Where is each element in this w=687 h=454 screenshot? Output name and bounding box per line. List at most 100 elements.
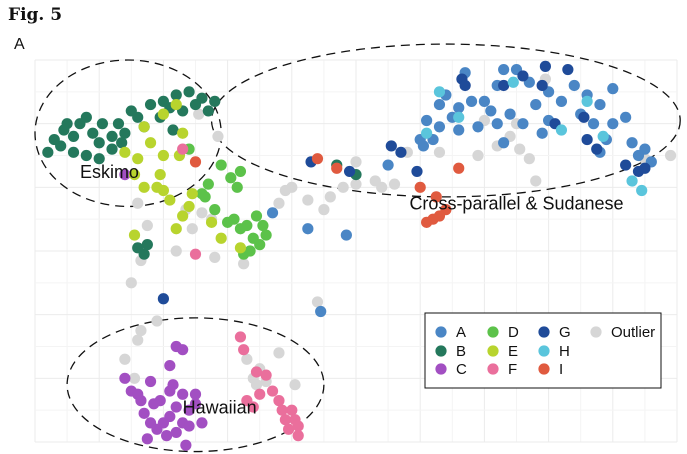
annotation-label: Hawaiian <box>183 397 257 417</box>
point-g <box>498 79 510 92</box>
point-b <box>119 127 131 139</box>
point-outlier <box>433 146 446 158</box>
point-a <box>433 121 446 133</box>
point-b <box>42 146 54 158</box>
point-b <box>80 149 92 162</box>
point-outlier <box>350 156 362 168</box>
point-d <box>215 159 227 171</box>
legend-label-f: F <box>508 361 517 378</box>
point-outlier <box>369 175 381 187</box>
legend-marker-a <box>435 326 447 338</box>
point-outlier <box>193 108 205 120</box>
point-a <box>607 118 619 130</box>
point-a <box>620 111 632 123</box>
point-b <box>93 137 105 149</box>
point-b <box>58 124 70 136</box>
point-g <box>411 165 423 178</box>
point-i <box>414 181 426 193</box>
point-outlier <box>241 353 253 365</box>
point-b <box>167 124 179 136</box>
point-outlier <box>311 296 324 308</box>
point-b <box>93 153 105 165</box>
point-e <box>157 108 169 120</box>
point-e <box>154 169 166 181</box>
point-outlier <box>388 178 401 190</box>
legend-label-outlier: Outlier <box>611 324 655 341</box>
point-c <box>138 407 150 419</box>
point-b <box>209 95 221 107</box>
point-d <box>260 229 272 241</box>
point-b <box>106 143 118 155</box>
point-a <box>536 127 548 139</box>
point-e <box>144 137 157 149</box>
point-g <box>562 63 574 76</box>
data-points <box>42 60 677 451</box>
point-i <box>311 153 324 165</box>
sudanese-ellipse <box>210 43 681 198</box>
point-i <box>331 162 343 174</box>
point-outlier <box>273 347 285 359</box>
point-c <box>167 379 179 391</box>
point-g <box>343 165 356 178</box>
point-outlier <box>273 197 285 209</box>
point-b <box>125 105 137 117</box>
point-f <box>254 388 266 400</box>
point-g <box>385 140 397 152</box>
point-h <box>555 124 568 136</box>
point-c <box>170 401 182 413</box>
point-g <box>395 146 407 158</box>
point-b <box>138 248 150 260</box>
point-outlier <box>324 191 336 203</box>
point-a <box>465 95 478 107</box>
point-outlier <box>209 251 221 263</box>
point-outlier <box>125 277 137 289</box>
point-a <box>498 137 510 149</box>
point-h <box>581 95 593 107</box>
point-c <box>141 433 153 445</box>
point-g <box>581 133 593 146</box>
point-e <box>170 223 182 235</box>
legend-marker-c <box>435 363 447 375</box>
point-outlier <box>141 219 153 232</box>
legend-marker-d <box>487 326 499 338</box>
point-f <box>234 331 247 343</box>
point-f <box>286 404 298 416</box>
point-d <box>225 172 237 184</box>
point-a <box>517 118 529 130</box>
point-f <box>189 248 202 260</box>
point-f <box>292 430 304 442</box>
point-a <box>504 108 516 120</box>
annotation-label: Eskimo <box>80 162 139 182</box>
point-outlier <box>132 197 144 209</box>
point-b <box>112 118 125 130</box>
point-b <box>202 105 214 117</box>
point-c <box>177 344 189 356</box>
point-d <box>196 188 208 200</box>
point-h <box>636 184 648 197</box>
point-f <box>282 423 295 435</box>
point-c <box>180 439 192 451</box>
legend-label-i: I <box>559 361 563 378</box>
point-a <box>491 118 503 130</box>
point-c <box>135 395 147 407</box>
point-b <box>170 89 182 101</box>
point-e <box>177 210 189 222</box>
point-g <box>536 79 548 92</box>
point-c <box>189 388 202 400</box>
point-h <box>597 130 609 142</box>
point-g <box>639 162 651 174</box>
legend-label-h: H <box>559 343 570 360</box>
point-outlier <box>289 379 301 391</box>
point-outlier <box>523 153 535 165</box>
point-a <box>302 223 314 235</box>
point-c <box>196 417 208 429</box>
point-g <box>539 60 551 72</box>
point-e <box>164 194 176 206</box>
point-c <box>183 420 195 432</box>
point-c <box>183 404 195 416</box>
point-outlier <box>132 334 144 346</box>
point-d <box>228 213 240 225</box>
point-h <box>433 86 446 98</box>
point-b <box>67 130 80 142</box>
point-a <box>340 229 352 241</box>
